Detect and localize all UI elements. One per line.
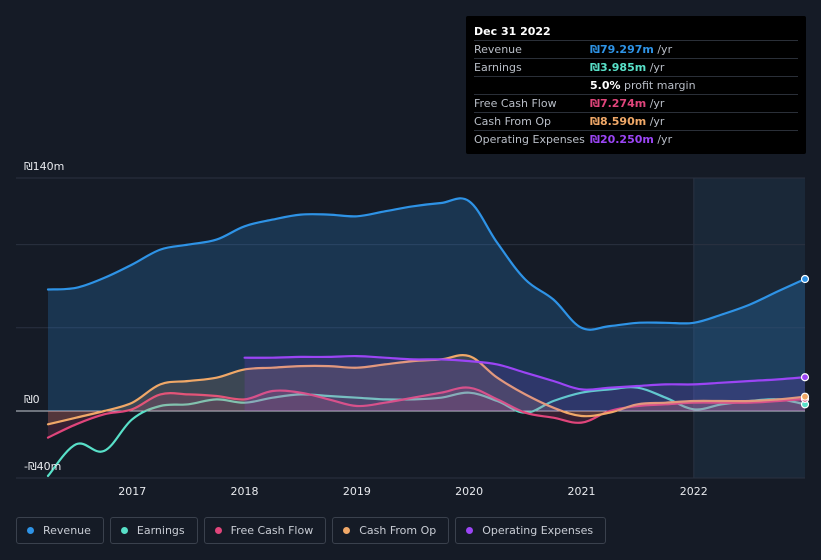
legend-dot-icon xyxy=(120,527,128,534)
tooltip-row: 5.0% profit margin xyxy=(474,76,798,94)
revenue-area xyxy=(48,198,805,411)
tooltip-title: Dec 31 2022 xyxy=(474,25,551,38)
tooltip-row-value: 5.0% profit margin xyxy=(590,77,696,94)
tooltip-row-label: Revenue xyxy=(474,43,522,56)
tooltip-row-label xyxy=(474,77,590,94)
legend-dot-icon xyxy=(214,527,222,534)
tooltip-unit: /yr xyxy=(646,61,665,74)
tooltip-unit: /yr xyxy=(646,97,665,110)
x-tick-label: 2021 xyxy=(567,485,595,498)
tooltip-row-value: ₪79.297m /yr xyxy=(590,41,672,58)
legend-item-free-cash-flow[interactable]: Free Cash Flow xyxy=(203,517,327,544)
tooltip-value: 5.0% xyxy=(590,79,621,92)
revenue-endpoint xyxy=(800,274,810,284)
legend-dot-icon xyxy=(466,527,474,534)
operating-expenses-endpoint xyxy=(800,373,810,382)
tooltip-row: Operating Expenses ₪20.250m /yr xyxy=(474,130,798,148)
tooltip-row: Earnings ₪3.985m /yr xyxy=(474,58,798,76)
legend-label: Free Cash Flow xyxy=(230,524,314,537)
legend-item-cash-from-op[interactable]: Cash From Op xyxy=(332,517,450,544)
tooltip-row-value: ₪7.274m /yr xyxy=(590,95,664,112)
tooltip-row-label: Free Cash Flow xyxy=(474,97,557,110)
tooltip-row: Cash From Op ₪8.590m /yr xyxy=(474,112,798,130)
legend-item-operating-expenses[interactable]: Operating Expenses xyxy=(455,517,607,544)
tooltip: Dec 31 2022 Revenue ₪79.297m /yr Earnings ₪… xyxy=(466,16,806,154)
tooltip-row-value: ₪3.985m /yr xyxy=(590,59,664,76)
tooltip-row-label: Cash From Op xyxy=(474,115,552,128)
cash-from-op-endpoint xyxy=(800,392,810,401)
legend: Revenue Earnings Free Cash Flow Cash From O… xyxy=(16,517,607,544)
legend-label: Earnings xyxy=(136,524,185,537)
tooltip-value: ₪3.985m xyxy=(590,61,647,74)
revenue-line xyxy=(46,197,807,331)
legend-label: Revenue xyxy=(43,524,91,537)
tooltip-value: ₪7.274m xyxy=(590,97,647,110)
x-tick-label: 2019 xyxy=(343,485,371,498)
tooltip-unit: profit margin xyxy=(620,79,696,92)
legend-label: Operating Expenses xyxy=(482,524,594,537)
tooltip-unit: /yr xyxy=(646,115,665,128)
y-tick-label-zero: ₪0 xyxy=(24,393,40,406)
tooltip-row-value: ₪20.250m /yr xyxy=(590,131,672,148)
tooltip-row-label: Operating Expenses xyxy=(474,133,585,146)
legend-label: Cash From Op xyxy=(359,524,437,537)
tooltip-row: Revenue ₪79.297m /yr xyxy=(474,40,798,58)
chart: 2017 2018 2019 2020 2021 2022 xyxy=(16,177,810,498)
x-tick-label: 2018 xyxy=(231,485,259,498)
y-tick-label-bottom: -₪40m xyxy=(24,460,62,473)
tooltip-row-label: Earnings xyxy=(474,61,522,74)
operating-expenses-area xyxy=(244,356,806,411)
free-cash-flow-line xyxy=(46,386,807,439)
operating-expenses-line xyxy=(243,354,807,391)
tooltip-unit: /yr xyxy=(653,43,673,56)
tooltip-unit: /yr xyxy=(653,133,673,146)
y-tick-label-top: ₪140m xyxy=(24,160,65,173)
tooltip-value: ₪8.590m xyxy=(590,115,647,128)
earnings-line xyxy=(46,386,807,477)
cash-from-op-area xyxy=(48,355,805,425)
x-tick-label: 2017 xyxy=(118,485,146,498)
tooltip-row-value: ₪8.590m /yr xyxy=(590,113,664,130)
legend-dot-icon xyxy=(343,527,351,534)
tooltip-value: ₪20.250m xyxy=(590,133,654,146)
x-tick-label: 2022 xyxy=(680,485,708,498)
legend-item-earnings[interactable]: Earnings xyxy=(109,517,198,544)
tooltip-row: Free Cash Flow ₪7.274m /yr xyxy=(474,94,798,112)
tooltip-value: ₪79.297m xyxy=(590,43,654,56)
legend-dot-icon xyxy=(27,527,34,534)
x-tick-label: 2020 xyxy=(455,485,483,498)
legend-item-revenue[interactable]: Revenue xyxy=(16,517,104,544)
